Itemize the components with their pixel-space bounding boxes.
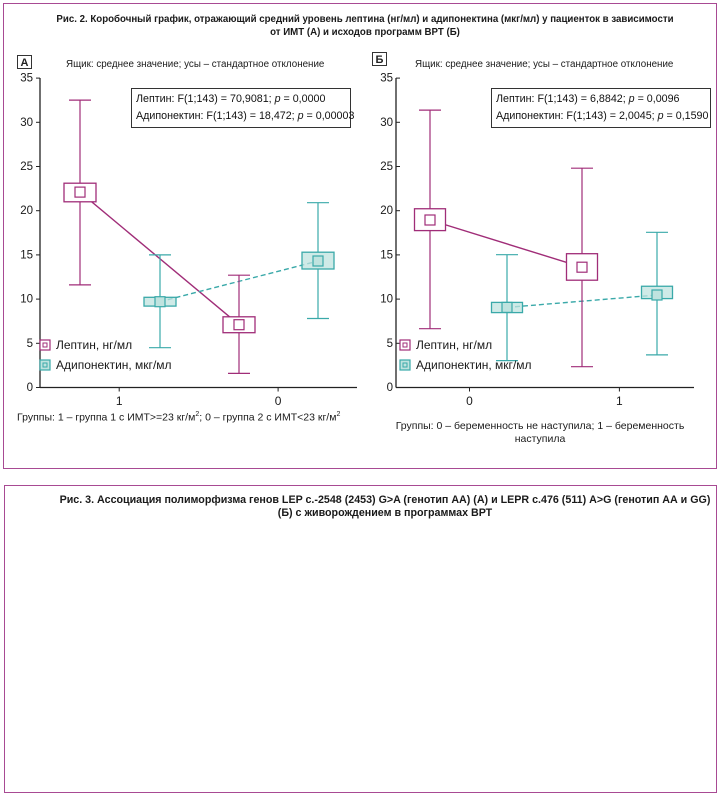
svg-text:1: 1 — [616, 394, 623, 408]
svg-text:5: 5 — [387, 338, 393, 350]
svg-text:Лептин: F(1;143) = 70,9081; p: Лептин: F(1;143) = 70,9081; p = 0,0000 — [136, 93, 325, 105]
svg-text:35: 35 — [20, 73, 33, 85]
svg-text:Адипонектин, мкг/мл: Адипонектин, мкг/мл — [416, 358, 532, 372]
svg-text:0: 0 — [387, 382, 393, 394]
svg-text:30: 30 — [380, 117, 393, 129]
svg-text:15: 15 — [20, 249, 33, 261]
svg-text:Лептин: F(1;143) = 6,8842; p =: Лептин: F(1;143) = 6,8842; p = 0,0096 — [496, 93, 680, 105]
svg-text:1: 1 — [116, 394, 123, 408]
svg-text:25: 25 — [380, 161, 393, 173]
svg-text:25: 25 — [20, 161, 33, 173]
svg-text:Адипонектин: F(1;143) = 2,0045: Адипонектин: F(1;143) = 2,0045; p = 0,15… — [496, 110, 709, 122]
svg-text:10: 10 — [20, 294, 33, 306]
svg-text:15: 15 — [380, 249, 393, 261]
svg-text:0: 0 — [466, 394, 473, 408]
svg-text:Адипонектин, мкг/мл: Адипонектин, мкг/мл — [56, 358, 172, 372]
svg-text:0: 0 — [27, 382, 33, 394]
svg-text:35: 35 — [380, 73, 393, 85]
svg-text:Адипонектин: F(1;143) = 18,472: Адипонектин: F(1;143) = 18,472; p = 0,00… — [136, 110, 354, 122]
svg-text:20: 20 — [380, 205, 393, 217]
svg-text:Лептин, нг/мл: Лептин, нг/мл — [56, 338, 132, 352]
svg-text:Лептин, нг/мл: Лептин, нг/мл — [416, 338, 492, 352]
svg-text:5: 5 — [27, 338, 33, 350]
svg-text:20: 20 — [20, 205, 33, 217]
svg-text:0: 0 — [275, 394, 282, 408]
svg-text:30: 30 — [20, 117, 33, 129]
svg-text:10: 10 — [380, 294, 393, 306]
